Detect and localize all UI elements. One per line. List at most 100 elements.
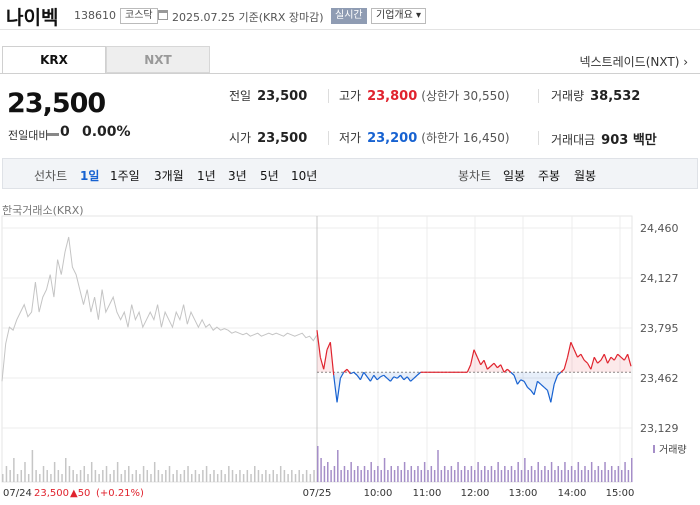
divider [538, 131, 539, 145]
stat-label: 거래량 [551, 89, 585, 103]
prev-day-close: 23,500 [34, 488, 69, 499]
today-fill [610, 357, 615, 373]
period-weekly[interactable]: 주봉 [538, 169, 561, 183]
volume-bar [507, 470, 509, 482]
today-line-segment [410, 377, 415, 382]
volume-bar [597, 466, 600, 482]
volume-bar [620, 470, 623, 482]
volume-bar [261, 474, 263, 482]
today-line-segment [466, 364, 472, 373]
stat-limit: (상한가 30,550) [421, 89, 510, 103]
today-fill [574, 349, 578, 373]
volume-bar [294, 474, 297, 482]
period-daily[interactable]: 일봉 [503, 169, 526, 183]
candle-chart-label: 봉차트 [458, 169, 492, 183]
today-fill [407, 372, 411, 382]
volume-bar [287, 474, 289, 482]
volume-bar [31, 450, 34, 482]
today-line-segment [316, 330, 321, 358]
today-line-segment [593, 356, 599, 364]
today-fill [530, 372, 535, 395]
today-line-segment [570, 341, 575, 350]
stat-label: 전일 [229, 89, 252, 103]
today-fill [540, 372, 545, 388]
volume-bar [440, 470, 443, 482]
volume-bar [172, 474, 174, 482]
period-1d[interactable]: 1일 [80, 169, 100, 183]
realtime-button[interactable]: 실시간 [331, 8, 367, 24]
volume-bar [98, 474, 100, 482]
volume-bar [590, 462, 593, 482]
volume-bar [540, 470, 543, 482]
volume-bar [463, 466, 466, 482]
today-line-segment [560, 368, 565, 373]
volume-bar [65, 458, 67, 482]
company-info-dropdown[interactable]: 기업개요 ▾ [371, 8, 426, 24]
volume-bar [617, 466, 620, 482]
volume-bar [517, 462, 519, 482]
today-line-segment [627, 354, 632, 367]
today-fill [604, 354, 608, 373]
volume-bar [257, 470, 260, 482]
today-line-segment [413, 374, 418, 379]
volume-bar [128, 466, 130, 482]
today-line-segment [533, 381, 539, 395]
volume-bar [228, 466, 230, 482]
volume-bar [61, 474, 63, 482]
volume-bar [194, 470, 197, 482]
today-line-segment [563, 357, 569, 370]
volume-bar [39, 474, 41, 482]
period-5y[interactable]: 5년 [260, 169, 279, 183]
today-fill [477, 357, 481, 373]
period-monthly[interactable]: 월봉 [574, 169, 597, 183]
volume-bar [390, 466, 392, 482]
stat-label: 거래대금 [551, 133, 596, 147]
volume-bar [90, 462, 93, 482]
today-fill [594, 357, 598, 373]
volume-bar [298, 470, 300, 482]
volume-bar [460, 470, 463, 482]
volume-bar [216, 474, 219, 482]
tab-krx[interactable]: KRX [2, 46, 106, 73]
volume-bar [202, 470, 204, 482]
stat-amount: 거래대금 903 백만 [551, 129, 657, 148]
calendar-icon [158, 10, 168, 20]
period-1y[interactable]: 1년 [197, 169, 216, 183]
stat-value: 903 백만 [601, 133, 657, 148]
today-line-segment [496, 364, 502, 369]
volume-bar [353, 470, 356, 482]
today-line-segment [339, 371, 345, 379]
nextrade-link[interactable]: 넥스트레이드(NXT) › [579, 55, 688, 69]
tab-nxt[interactable]: NXT [106, 46, 210, 73]
volume-bar [105, 466, 108, 482]
flat-change-icon [47, 133, 59, 136]
period-10y[interactable]: 10년 [291, 169, 318, 183]
stat-value: 23,200 [367, 131, 418, 146]
volume-bar [580, 470, 583, 482]
period-3y[interactable]: 3년 [228, 169, 247, 183]
volume-bar [370, 462, 372, 482]
today-fill [480, 360, 485, 373]
period-1w[interactable]: 1주일 [110, 169, 140, 183]
today-line-segment [323, 349, 328, 370]
today-line-segment [603, 354, 609, 364]
today-line-segment [503, 368, 508, 373]
today-fill [390, 372, 394, 382]
volume-bar [547, 470, 549, 482]
stock-header: 나이벡 138610 코스닥 2025.07.25 기준(KRX 장마감) 실시… [0, 0, 700, 30]
today-line-segment [416, 371, 421, 376]
today-fill [497, 364, 501, 373]
volume-bar [213, 470, 215, 482]
today-line-segment [319, 357, 325, 370]
volume-bar [527, 470, 529, 482]
today-fill [517, 372, 521, 385]
x-tick-label: 10:00 [364, 488, 393, 499]
x-tick-label: 12:00 [461, 488, 490, 499]
today-fill [567, 342, 571, 373]
period-3m[interactable]: 3개월 [154, 169, 184, 183]
today-line-segment [369, 374, 375, 382]
volume-bar [410, 466, 413, 482]
today-fill [367, 372, 371, 382]
volume-bar [480, 470, 483, 482]
